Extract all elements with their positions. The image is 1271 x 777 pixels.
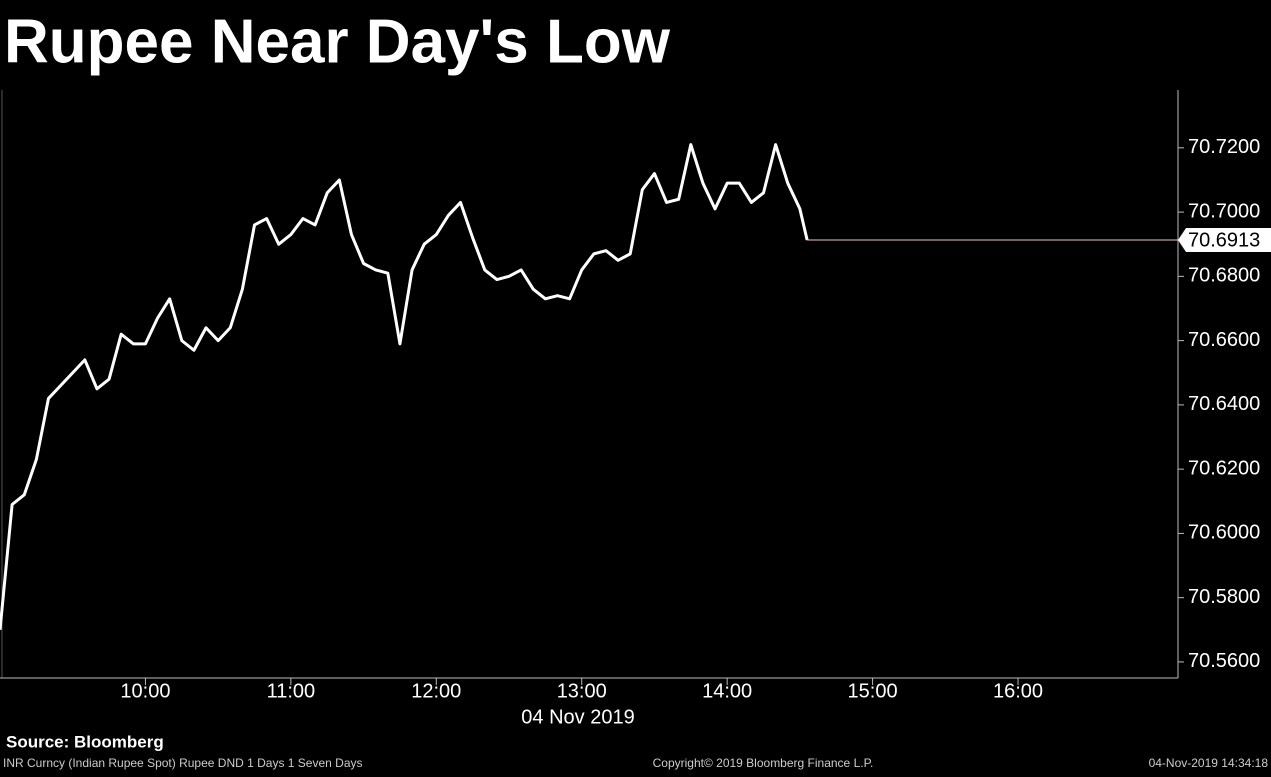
x-tick-label: 14:00 <box>702 680 752 702</box>
x-tick-label: 15:00 <box>848 680 898 702</box>
y-tick-label: 70.7200 <box>1188 136 1260 158</box>
footer-center: Copyright© 2019 Bloomberg Finance L.P. <box>653 756 874 770</box>
y-tick-label: 70.6200 <box>1188 457 1260 479</box>
footer-right: 04-Nov-2019 14:34:18 <box>1149 756 1269 770</box>
x-axis-label: 04 Nov 2019 <box>521 706 634 728</box>
y-tick-label: 70.6000 <box>1188 522 1260 544</box>
y-tick-label: 70.7000 <box>1188 200 1260 222</box>
y-tick-label: 70.5600 <box>1188 650 1260 672</box>
x-tick-label: 12:00 <box>411 680 461 702</box>
x-tick-label: 10:00 <box>120 680 170 702</box>
last-price-label: 70.6913 <box>1188 229 1260 251</box>
x-tick-label: 16:00 <box>993 680 1043 702</box>
price-line <box>0 143 809 630</box>
source: Source: Bloomberg <box>6 732 164 751</box>
y-tick-label: 70.6400 <box>1188 393 1260 415</box>
y-tick-label: 70.6600 <box>1188 329 1260 351</box>
x-tick-label: 11:00 <box>267 680 316 702</box>
y-tick-label: 70.6800 <box>1188 265 1260 287</box>
footer-left: INR Curncy (Indian Rupee Spot) Rupee DND… <box>3 756 363 770</box>
x-tick-label: 13:00 <box>557 680 607 702</box>
chart-title: Rupee Near Day's Low <box>4 7 671 76</box>
last-price-box <box>1178 228 1271 253</box>
y-tick-label: 70.5800 <box>1188 586 1260 608</box>
